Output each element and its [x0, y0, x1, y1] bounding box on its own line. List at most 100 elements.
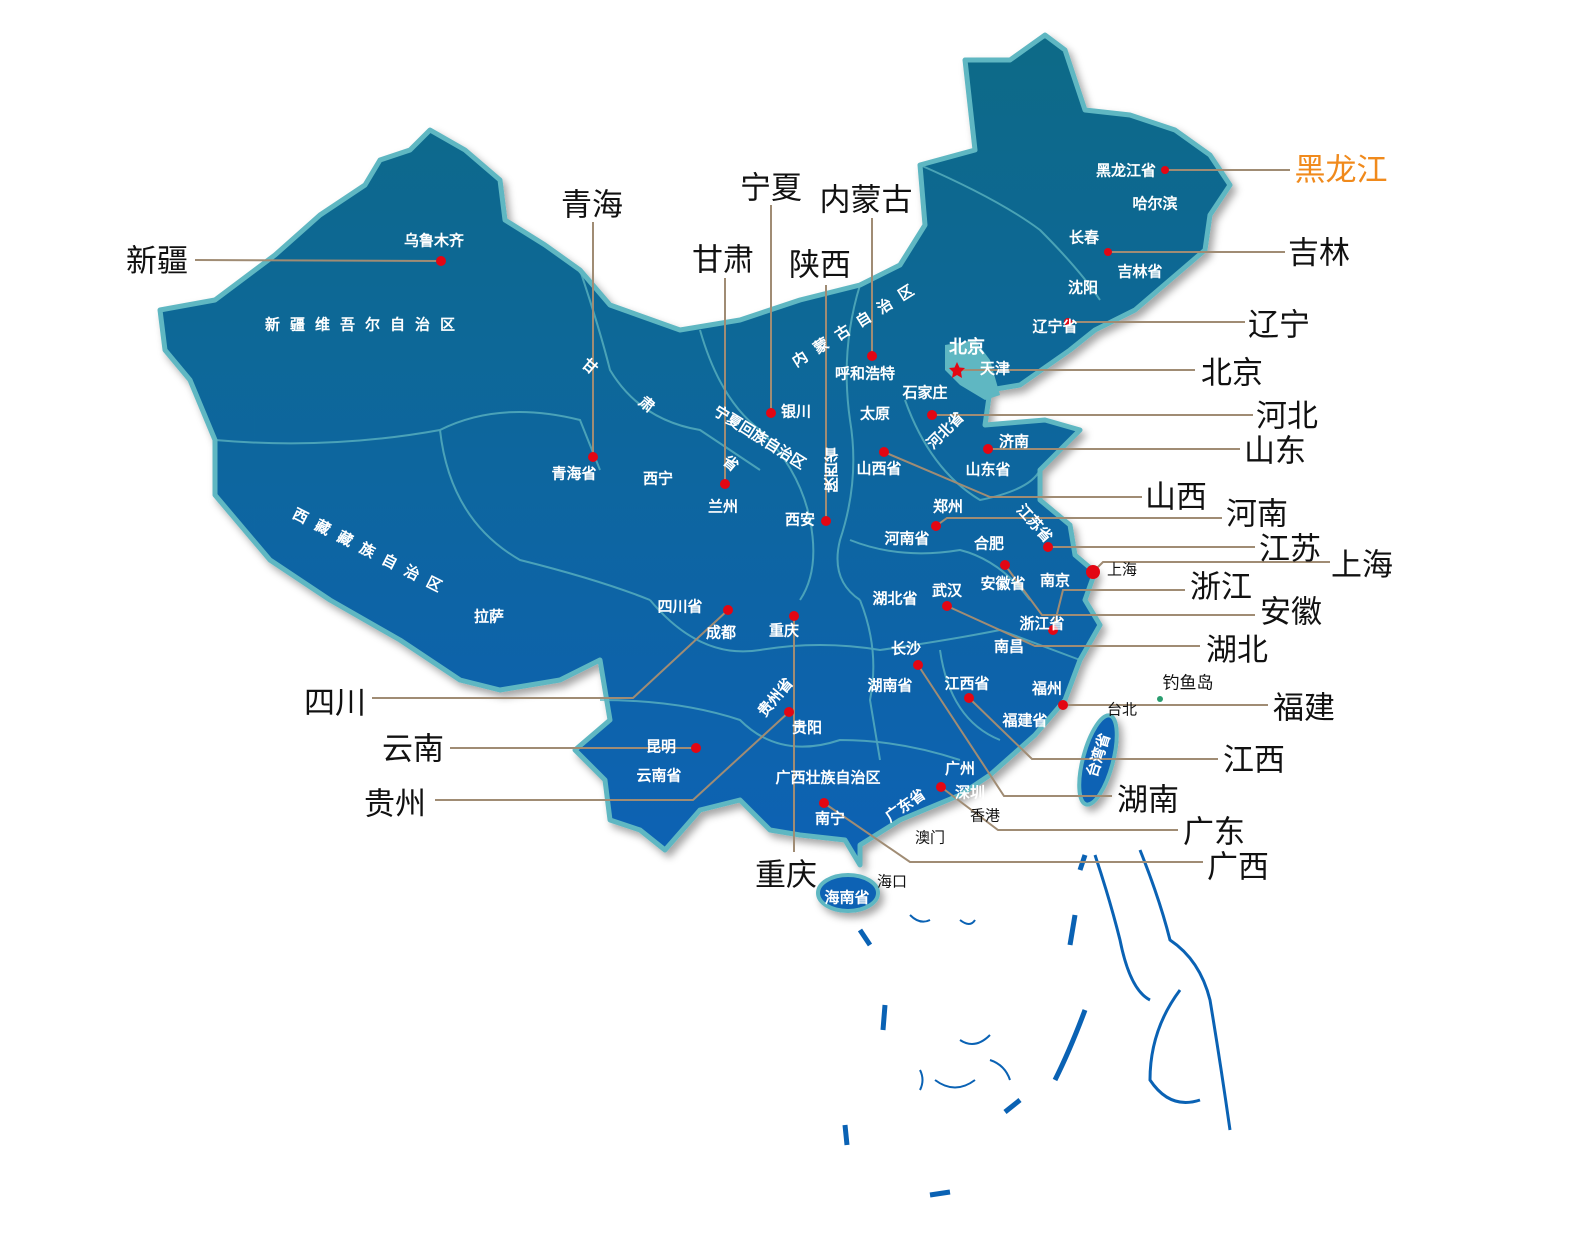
dot-nanchang	[964, 693, 974, 703]
city-kunming: 昆明	[645, 737, 677, 756]
dot-chongqing	[789, 611, 799, 621]
city-hohhot: 呼和浩特	[834, 364, 896, 383]
city-lanzhou: 兰州	[707, 497, 739, 516]
province-label-guizhou: 贵州	[364, 786, 426, 823]
prov-heilongjiang: 黑龙江省	[1095, 161, 1157, 180]
dot-shenyang	[1064, 318, 1072, 326]
dot-harbin	[1161, 166, 1169, 174]
city-urumqi: 乌鲁木齐	[403, 231, 465, 250]
prov-sichuan: 四川省	[657, 597, 703, 616]
city-beijing: 北京	[949, 337, 985, 358]
hainan-island	[816, 873, 880, 913]
prov-shaanxi: 陕西省	[822, 447, 841, 493]
leader-sichuan	[372, 609, 729, 699]
city-changsha: 长沙	[890, 639, 922, 658]
city-lhasa: 拉萨	[473, 607, 505, 626]
leader-hunan	[917, 664, 1112, 797]
dot-xining	[588, 452, 598, 462]
dot-fuzhou	[1058, 700, 1068, 710]
city-haikou: 海口	[876, 872, 908, 891]
dot-hefei	[1000, 560, 1010, 570]
city-yinchuan: 银川	[780, 402, 812, 421]
province-label-shaanxi: 陕西	[789, 247, 851, 284]
province-label-shanxi: 山西	[1145, 479, 1207, 516]
province-label-gansu: 甘肃	[692, 242, 754, 279]
dot-nanning	[819, 798, 829, 808]
city-guangzhou: 广州	[944, 759, 976, 778]
island-diaoyu: 钓鱼岛	[1162, 673, 1214, 694]
leader-hubei	[946, 605, 1200, 647]
city-guiyang: 贵阳	[791, 718, 823, 737]
city-taiyuan: 太原	[859, 404, 891, 423]
prov-jiangxi: 江西省	[944, 674, 990, 693]
province-label-hebei: 河北	[1256, 398, 1318, 435]
leader-zhejiang	[1052, 589, 1185, 631]
mainland-outline	[157, 32, 1233, 868]
prov-fujian: 福建省	[1002, 711, 1048, 730]
city-chengdu: 成都	[705, 623, 737, 642]
city-chongqing: 重庆	[768, 621, 800, 640]
leader-xinjiang	[194, 259, 442, 262]
city-hefei: 合肥	[973, 534, 1005, 553]
province-label-henan: 河南	[1226, 496, 1288, 533]
prov-liaoning: 辽宁省	[1032, 317, 1078, 336]
leader-guangdong	[940, 786, 1178, 831]
dot-changchun	[1104, 248, 1112, 256]
prov-shanxi: 山西省	[856, 459, 902, 478]
province-label-ningxia: 宁夏	[740, 170, 802, 207]
landmass	[157, 32, 1233, 913]
prov-hainan: 海南省	[824, 888, 870, 907]
dot-xian	[821, 516, 831, 526]
province-label-shanghai: 上海	[1331, 547, 1393, 584]
province-label-jiangxi: 江西	[1223, 742, 1285, 779]
dot-shanghai	[1086, 565, 1100, 579]
province-label-jiangsu: 江苏	[1259, 531, 1321, 568]
leader-guizhou	[435, 711, 790, 801]
province-label-qinghai: 青海	[561, 187, 623, 224]
city-macau: 澳门	[914, 828, 946, 847]
province-label-neimenggu: 内蒙古	[819, 182, 913, 219]
city-nanchang: 南昌	[993, 637, 1025, 656]
prov-hubei: 湖北省	[872, 589, 918, 608]
province-label-hubei: 湖北	[1206, 632, 1268, 669]
dot-taiyuan	[879, 447, 889, 457]
leader-lines	[194, 169, 1330, 863]
sea-islands	[842, 849, 1232, 1198]
dot-urumqi	[436, 256, 446, 266]
leader-guangxi	[823, 802, 1203, 863]
prov-henan: 河南省	[884, 529, 930, 548]
province-label-chongqing: 重庆	[755, 857, 817, 894]
city-xian: 西安	[784, 510, 816, 529]
city-xining: 西宁	[642, 469, 674, 488]
beijing-star-icon	[949, 362, 965, 378]
dot-wuhan	[942, 601, 952, 611]
city-harbin: 哈尔滨	[1132, 194, 1178, 213]
province-label-anhui: 安徽	[1260, 594, 1322, 631]
city-shenyang: 沈阳	[1067, 278, 1099, 297]
dot-nanjing	[1043, 542, 1053, 552]
city-nanjing: 南京	[1039, 571, 1071, 590]
dot-shijiazhuang	[927, 410, 937, 420]
dot-jinan	[983, 444, 993, 454]
dot-guangzhou	[936, 782, 946, 792]
province-label-fujian: 福建	[1273, 690, 1335, 727]
prov-yunnan: 云南省	[636, 766, 682, 785]
province-label-guangdong: 广东	[1183, 814, 1245, 851]
dot-hohhot	[867, 351, 877, 361]
province-label-xinjiang: 新疆	[126, 243, 188, 280]
dot-hangzhou	[1048, 625, 1058, 635]
dot-lanzhou	[720, 479, 730, 489]
prov-zhejiang: 浙江省	[1019, 614, 1065, 633]
province-label-guangxi: 广西	[1207, 849, 1269, 886]
city-jinan: 济南	[998, 432, 1030, 451]
city-zhengzhou: 郑州	[932, 497, 964, 516]
province-label-hunan: 湖南	[1117, 782, 1179, 819]
dot-guiyang	[784, 707, 794, 717]
prov-anhui: 安徽省	[980, 574, 1026, 593]
city-hongkong: 香港	[969, 806, 1001, 825]
region-xinjiang: 新疆维吾尔自治区	[264, 315, 466, 334]
province-label-zhejiang: 浙江	[1190, 569, 1252, 606]
dot-kunming	[691, 743, 701, 753]
region-guangxi: 广西壮族自治区	[775, 768, 881, 787]
